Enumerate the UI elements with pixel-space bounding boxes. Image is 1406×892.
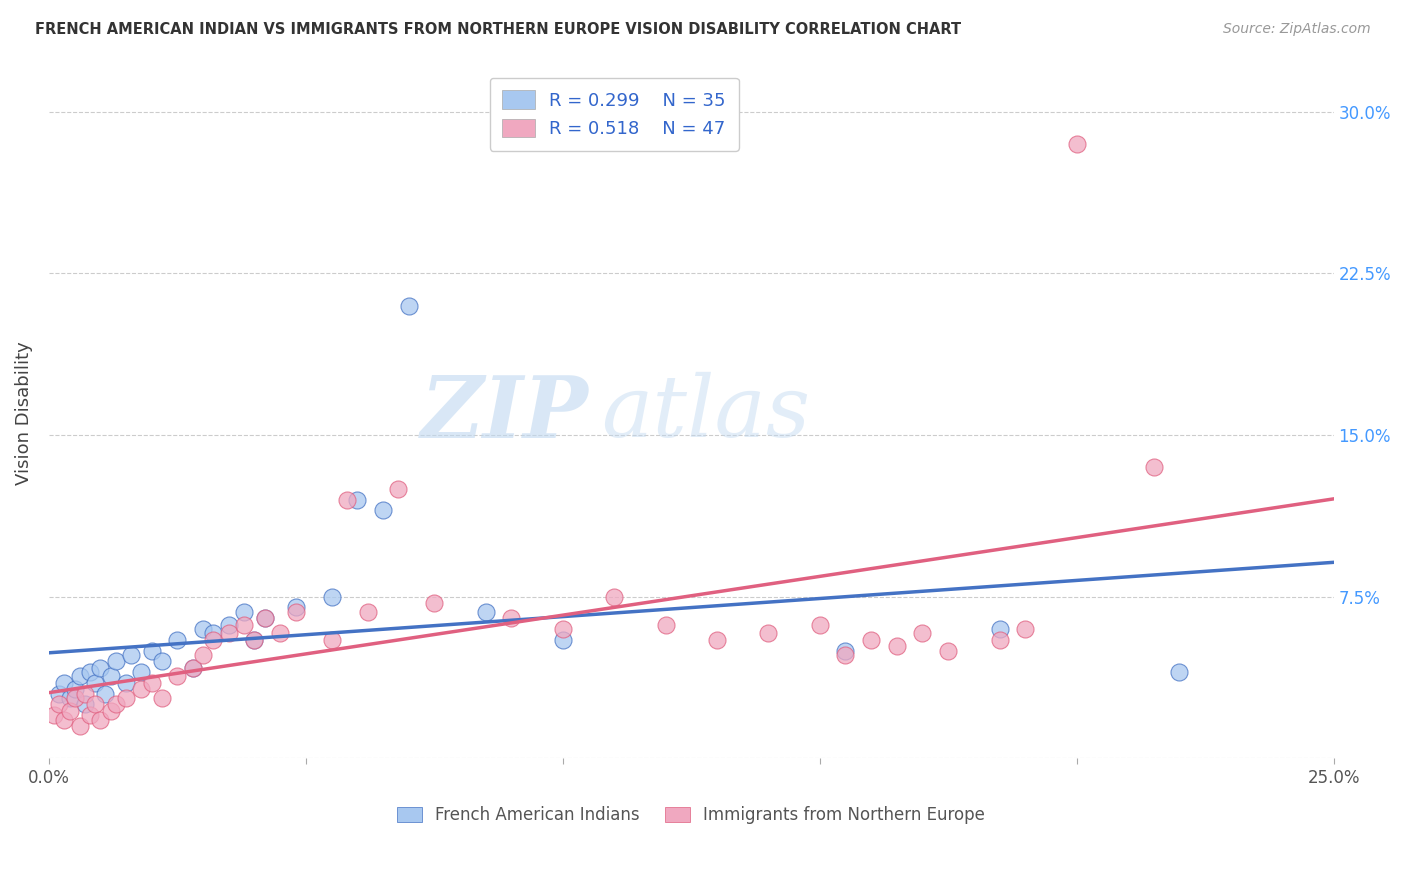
Point [243, 632, 266, 647]
Point [603, 590, 626, 604]
Point [191, 622, 214, 636]
Point [233, 617, 256, 632]
Point [1014, 622, 1036, 636]
Point [387, 482, 409, 496]
Point [551, 632, 574, 647]
Point [100, 704, 122, 718]
Point [860, 632, 883, 647]
Point [84, 698, 107, 712]
Point [79, 708, 101, 723]
Point [398, 299, 420, 313]
Point [84, 676, 107, 690]
Point [150, 654, 173, 668]
Point [48, 698, 70, 712]
Point [89, 661, 111, 675]
Point [218, 626, 240, 640]
Point [218, 617, 240, 632]
Point [73, 687, 96, 701]
Point [243, 632, 266, 647]
Point [58, 704, 80, 718]
Point [79, 665, 101, 679]
Point [181, 661, 204, 675]
Point [120, 648, 142, 662]
Point [115, 690, 138, 705]
Point [886, 639, 908, 653]
Point [63, 690, 86, 705]
Point [104, 654, 127, 668]
Point [356, 605, 378, 619]
Point [73, 698, 96, 712]
Point [181, 661, 204, 675]
Legend: French American Indians, Immigrants from Northern Europe: French American Indians, Immigrants from… [389, 798, 994, 833]
Point [53, 713, 76, 727]
Point [423, 596, 446, 610]
Point [69, 719, 91, 733]
Text: ZIP: ZIP [420, 372, 589, 455]
Point [834, 643, 856, 657]
Point [808, 617, 831, 632]
Point [131, 665, 153, 679]
Point [269, 626, 291, 640]
Point [988, 622, 1011, 636]
Point [150, 690, 173, 705]
Point [371, 503, 394, 517]
Point [89, 713, 111, 727]
Point [1168, 665, 1191, 679]
Point [166, 632, 188, 647]
Point [42, 708, 65, 723]
Point [911, 626, 934, 640]
Point [115, 676, 138, 690]
Point [166, 669, 188, 683]
Point [936, 643, 959, 657]
Point [191, 648, 214, 662]
Point [756, 626, 779, 640]
Point [551, 622, 574, 636]
Point [1143, 460, 1166, 475]
Point [58, 690, 80, 705]
Point [63, 682, 86, 697]
Point [131, 682, 153, 697]
Point [284, 605, 307, 619]
Point [141, 643, 163, 657]
Point [336, 492, 359, 507]
Text: FRENCH AMERICAN INDIAN VS IMMIGRANTS FROM NORTHERN EUROPE VISION DISABILITY CORR: FRENCH AMERICAN INDIAN VS IMMIGRANTS FRO… [35, 22, 962, 37]
Point [100, 669, 122, 683]
Point [1066, 136, 1088, 151]
Point [284, 600, 307, 615]
Point [654, 617, 676, 632]
Point [346, 492, 368, 507]
Point [48, 687, 70, 701]
Text: atlas: atlas [602, 372, 810, 455]
Point [53, 676, 76, 690]
Point [141, 676, 163, 690]
Point [202, 626, 225, 640]
Point [988, 632, 1011, 647]
Point [69, 669, 91, 683]
Point [253, 611, 276, 625]
Point [834, 648, 856, 662]
Point [706, 632, 728, 647]
Point [474, 605, 496, 619]
Point [202, 632, 225, 647]
Point [321, 590, 343, 604]
Point [233, 605, 256, 619]
Point [94, 687, 117, 701]
Y-axis label: Vision Disability: Vision Disability [15, 342, 32, 485]
Point [321, 632, 343, 647]
Point [104, 698, 127, 712]
Point [501, 611, 523, 625]
Point [253, 611, 276, 625]
Text: Source: ZipAtlas.com: Source: ZipAtlas.com [1223, 22, 1371, 37]
